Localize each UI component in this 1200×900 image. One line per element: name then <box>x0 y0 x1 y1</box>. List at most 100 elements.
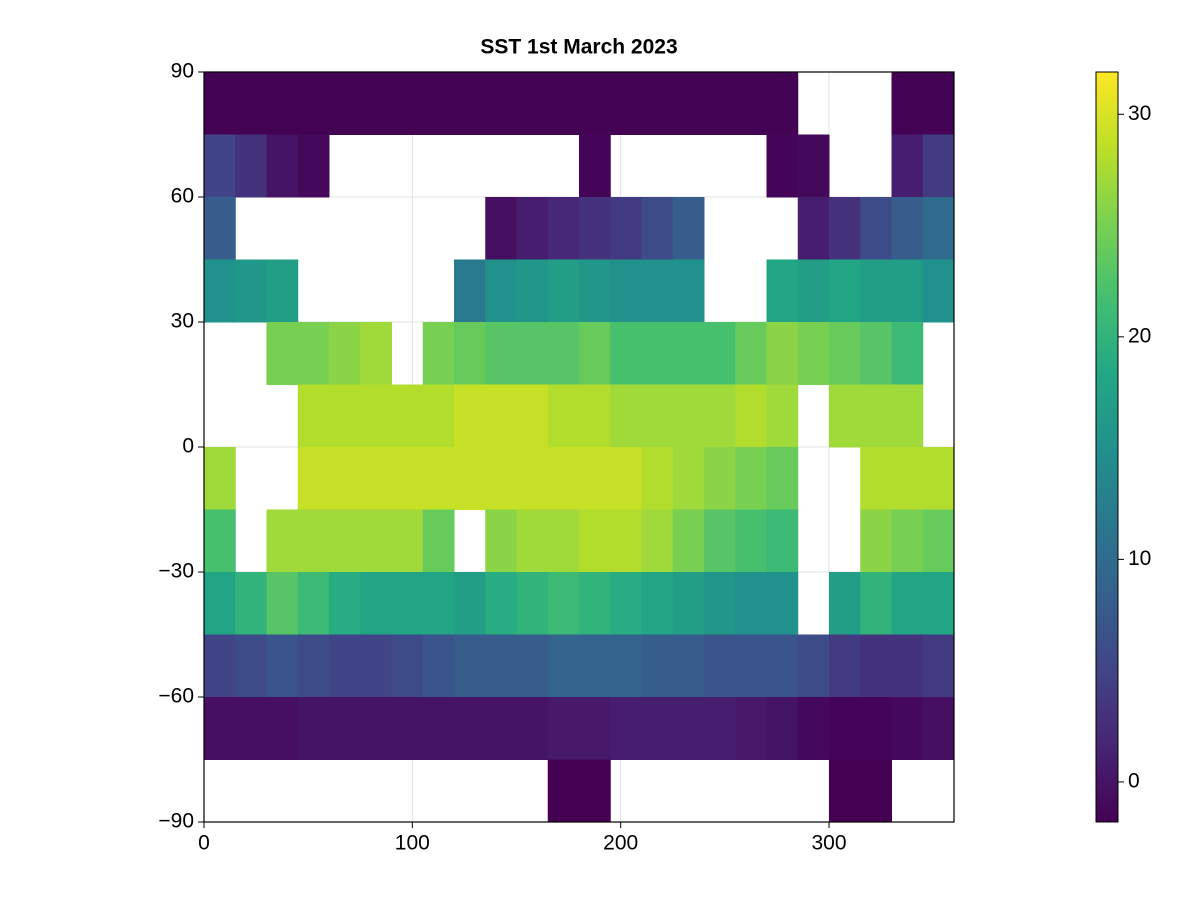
heatmap-cell <box>547 197 580 260</box>
heatmap-cell <box>485 197 517 260</box>
heatmap-cell <box>329 634 361 698</box>
heatmap-cell <box>610 197 642 260</box>
heatmap-cell <box>266 572 299 635</box>
heatmap-cell <box>829 759 861 823</box>
heatmap-cell <box>579 572 611 635</box>
heatmap-cell <box>329 384 361 448</box>
heatmap-cell <box>579 322 611 385</box>
heatmap-cell <box>829 384 861 448</box>
heatmap-cell <box>516 259 549 323</box>
heatmap-cell <box>297 634 330 698</box>
heatmap-cell <box>735 697 767 760</box>
heatmap-cell <box>860 759 892 823</box>
heatmap-cell <box>485 384 517 448</box>
heatmap-cell <box>641 72 674 135</box>
heatmap-cell <box>860 384 892 448</box>
heatmap-cell <box>547 259 580 323</box>
heatmap-cell <box>360 322 392 385</box>
heatmap-cell <box>922 134 955 198</box>
heatmap <box>204 72 955 823</box>
heatmap-cell <box>891 134 924 198</box>
heatmap-cell <box>610 697 642 760</box>
heatmap-cell <box>797 634 830 698</box>
heatmap-cell <box>485 634 517 698</box>
heatmap-cell <box>266 697 299 760</box>
heatmap-cell <box>235 134 267 198</box>
heatmap-cell <box>204 197 236 260</box>
heatmap-cell <box>891 72 924 135</box>
heatmap-cell <box>204 509 236 573</box>
heatmap-cell <box>329 697 361 760</box>
heatmap-cell <box>360 384 392 448</box>
heatmap-cell <box>641 634 674 698</box>
heatmap-cell <box>329 322 361 385</box>
heatmap-cell <box>297 447 330 510</box>
heatmap-cell <box>297 697 330 760</box>
heatmap-cell <box>922 259 955 323</box>
heatmap-cell <box>360 509 392 573</box>
heatmap-cell <box>579 759 611 823</box>
heatmap-cell <box>579 697 611 760</box>
heatmap-cell <box>641 384 674 448</box>
heatmap-cell <box>422 634 455 698</box>
heatmap-cell <box>891 509 924 573</box>
heatmap-cell <box>454 384 486 448</box>
heatmap-cell <box>360 634 392 698</box>
heatmap-cell <box>297 509 330 573</box>
heatmap-cell <box>735 634 767 698</box>
heatmap-cell <box>672 197 705 260</box>
heatmap-cell <box>422 509 455 573</box>
heatmap-cell <box>516 447 549 510</box>
heatmap-cell <box>516 197 549 260</box>
heatmap-cell <box>610 72 642 135</box>
heatmap-cell <box>360 697 392 760</box>
heatmap-cell <box>454 447 486 510</box>
heatmap-cell <box>485 447 517 510</box>
x-tick-label: 0 <box>198 832 210 855</box>
heatmap-cell <box>860 322 892 385</box>
heatmap-cell <box>672 384 705 448</box>
heatmap-cell <box>891 447 924 510</box>
heatmap-cell <box>422 72 455 135</box>
colorbar-tick-label: 0 <box>1128 769 1140 792</box>
heatmap-cell <box>391 697 424 760</box>
heatmap-cell <box>516 509 549 573</box>
heatmap-cell <box>266 634 299 698</box>
heatmap-cell <box>610 259 642 323</box>
heatmap-cell <box>329 72 361 135</box>
heatmap-cell <box>735 447 767 510</box>
heatmap-cell <box>610 384 642 448</box>
heatmap-cell <box>672 322 705 385</box>
heatmap-cell <box>422 447 455 510</box>
heatmap-cell <box>922 197 955 260</box>
heatmap-cell <box>422 697 455 760</box>
heatmap-cell <box>610 572 642 635</box>
heatmap-cell <box>454 634 486 698</box>
colorbar-tick-label: 30 <box>1128 102 1151 125</box>
heatmap-cell <box>235 634 267 698</box>
heatmap-cell <box>485 322 517 385</box>
heatmap-cell <box>735 72 767 135</box>
heatmap-cell <box>204 447 236 510</box>
heatmap-cell <box>766 634 799 698</box>
heatmap-cell <box>454 259 486 323</box>
heatmap-cell <box>516 697 549 760</box>
heatmap-cell <box>641 572 674 635</box>
heatmap-cell <box>516 72 549 135</box>
heatmap-cell <box>829 697 861 760</box>
heatmap-cell <box>704 72 736 135</box>
heatmap-cell <box>579 509 611 573</box>
heatmap-cell <box>547 634 580 698</box>
heatmap-cell <box>891 697 924 760</box>
heatmap-cell <box>360 72 392 135</box>
heatmap-cell <box>454 322 486 385</box>
heatmap-cell <box>516 384 549 448</box>
x-tick-label: 100 <box>395 832 430 855</box>
heatmap-cell <box>391 384 424 448</box>
heatmap-cell <box>297 384 330 448</box>
heatmap-cell <box>641 197 674 260</box>
y-tick-label: −60 <box>158 685 194 708</box>
heatmap-cell <box>204 134 236 198</box>
heatmap-cell <box>641 447 674 510</box>
